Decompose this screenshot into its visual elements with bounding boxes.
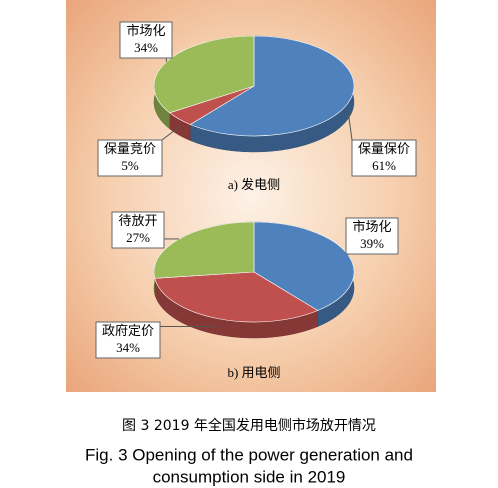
pie-slice [189,35,355,137]
label-box [95,321,161,359]
leader-line [347,110,353,141]
data-label: 39% [360,236,384,251]
slice-label: 市场化 [352,219,391,234]
label-box [119,21,173,59]
chart-title: a) 发电侧 [228,177,280,192]
caption-en: consumption side in 2019 [153,467,346,486]
caption-en: Fig. 3 Opening of the power generation a… [85,445,413,464]
slice-label: 政府定价 [102,323,154,338]
chart-title: b) 用电侧 [227,365,280,380]
caption-cn: 图 3 2019 年全国发用电侧市场放开情况 [122,417,376,434]
pie-slice [154,271,319,323]
label-box [111,211,165,249]
data-label: 5% [121,158,139,173]
label-box [351,139,417,177]
data-label: 61% [372,158,396,173]
leader-line [161,126,180,141]
slice-label: 保量保价 [358,141,410,156]
label-box [345,217,399,255]
pie-slice [153,221,255,279]
slice-label: 待放开 [118,213,157,228]
slice-label: 市场化 [126,23,165,38]
pie-slice [253,221,355,311]
data-label: 34% [134,40,158,55]
data-label: 34% [116,340,140,355]
data-label: 27% [126,230,150,245]
label-box [97,139,163,177]
slice-label: 保量竞价 [104,141,156,156]
